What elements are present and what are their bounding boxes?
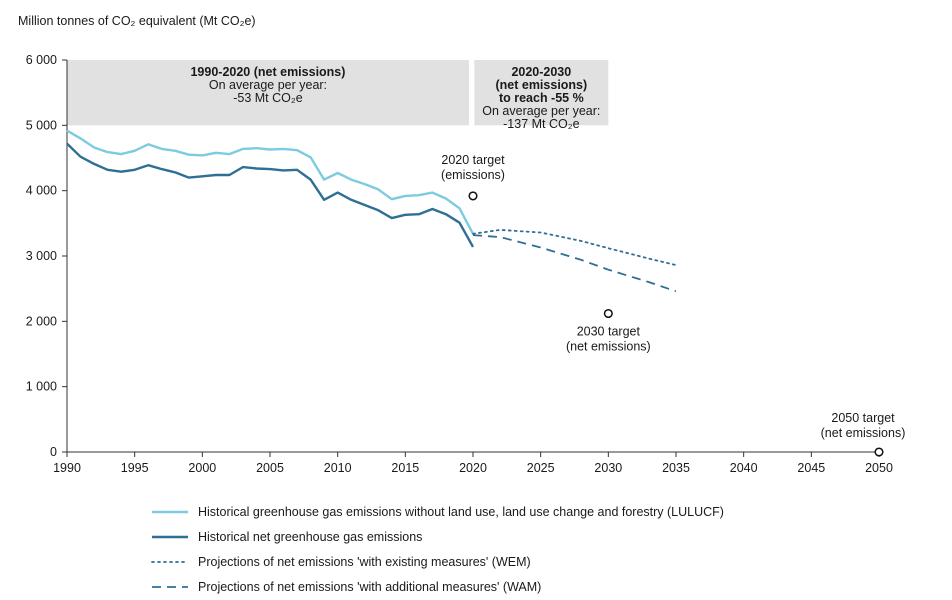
target-label-2050: (net emissions) bbox=[821, 426, 906, 440]
target-label-2020: 2020 target bbox=[441, 153, 505, 167]
annotation-box-2-title-2: (net emissions) bbox=[495, 78, 587, 92]
legend-label-4: Projections of net emissions 'with addit… bbox=[198, 580, 541, 594]
target-label-2030: (net emissions) bbox=[566, 339, 651, 353]
x-tick-label: 1995 bbox=[121, 461, 149, 475]
y-tick-label: 3 000 bbox=[26, 249, 57, 263]
annotation-box-2-title-3: to reach -55 % bbox=[499, 91, 584, 105]
legend: Historical greenhouse gas emissions with… bbox=[151, 505, 724, 594]
series-line-1 bbox=[66, 129, 475, 235]
x-tick-label: 2035 bbox=[662, 461, 690, 475]
annotation-box-2-title-1: 2020-2030 bbox=[511, 65, 571, 79]
y-tick-label: 4 000 bbox=[26, 184, 57, 198]
axes: 0 1 000 2 000 3 000 4 000 5 000 6 000 1990 1995 2… bbox=[26, 53, 893, 475]
x-tick-label: 2000 bbox=[188, 461, 216, 475]
legend-label-1: Historical greenhouse gas emissions with… bbox=[198, 505, 724, 519]
target-markers: 2020 target(emissions)2030 target(net em… bbox=[441, 153, 906, 457]
annotation-box-2 bbox=[474, 60, 609, 126]
y-tick-label: 5 000 bbox=[26, 118, 57, 132]
x-tick-label: 2045 bbox=[797, 461, 825, 475]
legend-label-3: Projections of net emissions 'with exist… bbox=[198, 555, 531, 569]
x-tick-label: 2025 bbox=[527, 461, 555, 475]
x-tick-label: 2020 bbox=[459, 461, 487, 475]
x-tick-label: 2050 bbox=[865, 461, 893, 475]
x-tick-label: 2005 bbox=[256, 461, 284, 475]
annotation-box-1-title-1: 1990-2020 (net emissions) bbox=[190, 65, 345, 79]
y-tick-label: 1 000 bbox=[26, 380, 57, 394]
annotation-box-1-text-2: -53 Mt CO₂e bbox=[233, 91, 303, 105]
target-label-2050: 2050 target bbox=[831, 411, 895, 425]
x-tick-label: 2010 bbox=[324, 461, 352, 475]
x-tick-label: 2015 bbox=[391, 461, 419, 475]
y-tick-label: 6 000 bbox=[26, 53, 57, 67]
x-tick-label: 2030 bbox=[594, 461, 622, 475]
annotation-box-1-text-1: On average per year: bbox=[209, 78, 327, 92]
annotation-boxes: 1990-2020 (net emissions)On average per … bbox=[67, 60, 609, 131]
target-marker-2030 bbox=[603, 308, 613, 319]
series-line-4 bbox=[472, 234, 677, 293]
annotation-box-2-text-1: On average per year: bbox=[482, 104, 600, 118]
x-tick-label: 2040 bbox=[730, 461, 758, 475]
target-marker-2050 bbox=[874, 447, 884, 457]
target-label-2030: 2030 target bbox=[577, 324, 641, 338]
y-tick-label: 0 bbox=[50, 445, 57, 459]
annotation-box-1 bbox=[67, 60, 469, 126]
series-lines bbox=[66, 129, 677, 293]
annotation-box-2-text-2: -137 Mt CO₂e bbox=[503, 117, 579, 131]
series-line-2 bbox=[66, 142, 475, 248]
target-label-2020: (emissions) bbox=[441, 168, 505, 182]
y-axis-title: Million tonnes of CO₂ equivalent (Mt CO₂… bbox=[18, 14, 256, 28]
target-marker-2020 bbox=[468, 191, 478, 201]
legend-label-2: Historical net greenhouse gas emissions bbox=[198, 530, 422, 544]
x-tick-label: 1990 bbox=[53, 461, 81, 475]
series-line-3 bbox=[472, 229, 677, 266]
y-tick-label: 2 000 bbox=[26, 314, 57, 328]
